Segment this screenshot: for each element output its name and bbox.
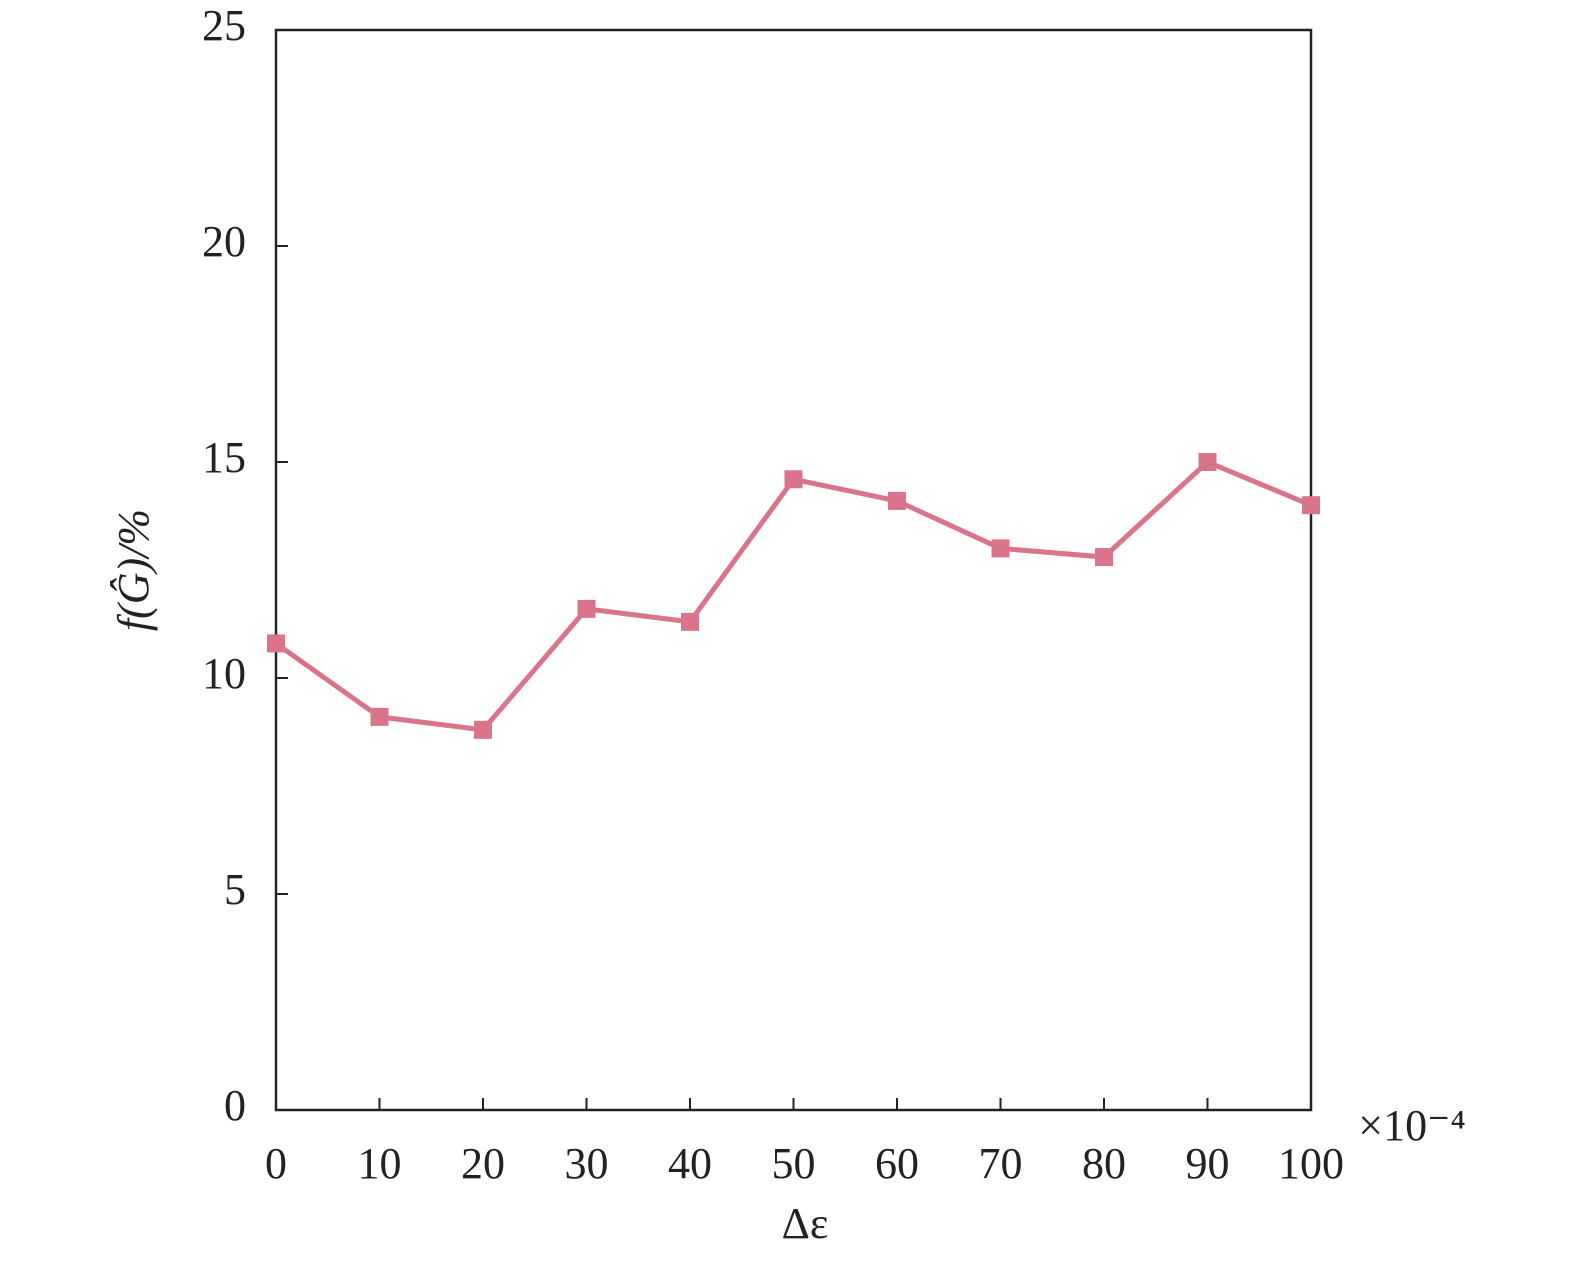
x-tick-label: 90 [1186, 1139, 1230, 1188]
x-tick-label: 40 [668, 1139, 712, 1188]
x-tick-label: 60 [875, 1139, 919, 1188]
marker [267, 634, 285, 653]
marker [370, 707, 389, 726]
x-multiplier: ×10⁻⁴ [1358, 1101, 1465, 1150]
y-tick-label: 5 [224, 865, 246, 914]
marker [474, 720, 492, 739]
y-tick-label: 25 [202, 1, 246, 50]
marker [784, 470, 803, 489]
marker [577, 599, 596, 618]
y-tick-label: 0 [224, 1081, 246, 1130]
y-axis-label: f(Ĝ)/% [109, 509, 158, 631]
y-tick-label: 20 [202, 217, 246, 266]
x-tick-label: 0 [265, 1139, 287, 1188]
marker [1198, 453, 1217, 471]
x-tick-label: 10 [358, 1139, 402, 1188]
marker [1095, 548, 1113, 567]
marker [1302, 496, 1320, 515]
x-tick-label: 70 [979, 1139, 1023, 1188]
series-line [274, 459, 1312, 733]
x-tick-label: 100 [1278, 1139, 1344, 1188]
marker [888, 491, 906, 510]
marker [681, 612, 699, 631]
y-tick-label: 15 [202, 433, 246, 482]
marker [991, 539, 1010, 558]
x-tick-label: 20 [461, 1139, 505, 1188]
plot-frame [274, 28, 1313, 1112]
x-tick-label: 80 [1082, 1139, 1126, 1188]
x-tick-label: 30 [565, 1139, 609, 1188]
x-axis-label: Δε [782, 1199, 829, 1248]
x-tick-label: 50 [772, 1139, 816, 1188]
y-tick-label: 10 [202, 649, 246, 698]
